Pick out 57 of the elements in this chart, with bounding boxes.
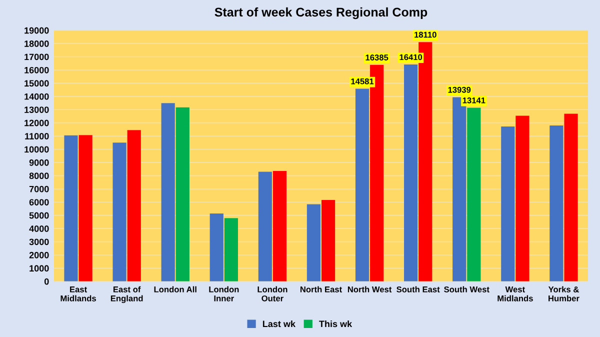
bar bbox=[516, 116, 530, 282]
x-tick-label: West Midlands bbox=[498, 286, 533, 302]
legend-label: Last wk bbox=[262, 320, 296, 328]
y-tick-label: 1000 bbox=[30, 265, 49, 272]
y-tick-label: 8000 bbox=[29, 172, 49, 180]
bar bbox=[321, 200, 336, 282]
data-label: 16385 bbox=[366, 54, 388, 60]
y-tick-label: 18000 bbox=[24, 40, 49, 47]
bar bbox=[210, 213, 224, 282]
bar bbox=[127, 130, 141, 282]
bar bbox=[404, 64, 418, 282]
x-tick-label: London Outer bbox=[258, 286, 288, 302]
bar bbox=[306, 204, 321, 282]
x-tick-label: East of England bbox=[110, 286, 143, 304]
x-tick-label: London Inner bbox=[209, 286, 239, 302]
y-tick-label: 19000 bbox=[24, 27, 49, 34]
bar bbox=[550, 125, 564, 282]
data-label: 16410 bbox=[400, 54, 422, 60]
y-tick-label: 12000 bbox=[24, 120, 49, 126]
bar bbox=[176, 107, 190, 282]
y-tick-label: 6000 bbox=[29, 199, 49, 206]
bar bbox=[258, 172, 272, 282]
y-tick-label: 14000 bbox=[24, 93, 49, 100]
y-tick-label: 3000 bbox=[29, 238, 49, 246]
y-tick-label: 0 bbox=[44, 278, 49, 285]
bar bbox=[564, 114, 578, 282]
data-label: 14581 bbox=[351, 78, 374, 84]
y-tick-label: 4000 bbox=[29, 226, 49, 232]
data-label: 13939 bbox=[448, 86, 471, 93]
bar bbox=[224, 218, 238, 282]
bar bbox=[272, 171, 287, 282]
bar bbox=[64, 135, 78, 282]
y-tick-label: 5000 bbox=[29, 212, 49, 219]
x-tick-label: London All bbox=[154, 286, 196, 292]
data-label: 13141 bbox=[462, 97, 486, 104]
x-tick-label: South West bbox=[444, 286, 490, 292]
y-tick-label: 13000 bbox=[24, 106, 49, 113]
legend-label: This wk bbox=[319, 320, 352, 328]
bar bbox=[161, 103, 175, 282]
y-tick-label: 7000 bbox=[29, 186, 49, 192]
y-tick-label: 11000 bbox=[25, 133, 49, 140]
data-label: 18110 bbox=[414, 32, 436, 38]
y-tick-label: 15000 bbox=[24, 80, 49, 87]
y-tick-label: 17000 bbox=[24, 54, 49, 60]
bar bbox=[78, 135, 92, 282]
bar bbox=[501, 126, 515, 282]
x-tick-label: East Midlands bbox=[60, 286, 96, 302]
x-tick-label: North East bbox=[300, 286, 342, 292]
y-tick-label: 2000 bbox=[29, 252, 49, 258]
y-tick-label: 16000 bbox=[24, 66, 49, 74]
y-tick-label: 10000 bbox=[24, 146, 49, 153]
y-tick-label: 9000 bbox=[29, 159, 49, 166]
bar bbox=[112, 142, 126, 282]
x-tick-label: Yorks & Humber bbox=[548, 286, 580, 302]
chart-title: Start of week Cases Regional Comp bbox=[214, 7, 428, 20]
x-tick-label: South East bbox=[396, 286, 440, 292]
x-tick-label: North West bbox=[348, 286, 392, 292]
